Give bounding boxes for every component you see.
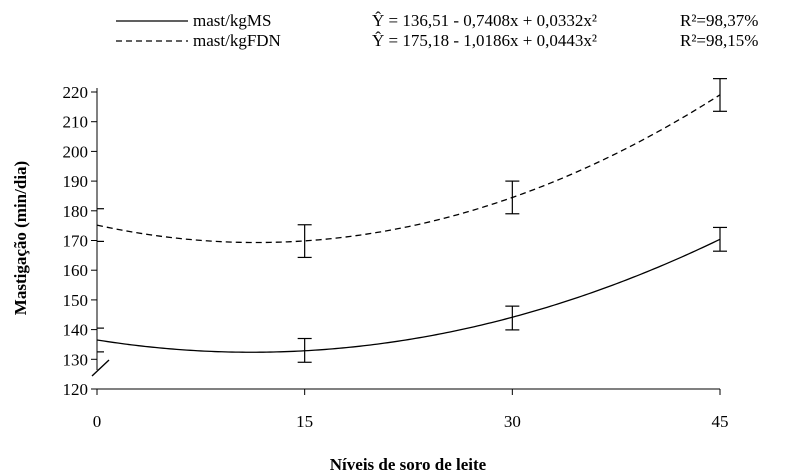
y-tick-label: 200 <box>63 142 89 161</box>
y-tick-label: 180 <box>63 202 89 221</box>
legend-label: mast/kgFDN <box>193 31 281 50</box>
series-line-mast-kgms <box>96 238 721 353</box>
y-tick-label: 210 <box>63 113 89 132</box>
error-bar <box>713 78 727 112</box>
y-tick-label: 160 <box>63 261 89 280</box>
legend: mast/kgMS Ŷ = 136,51 - 0,7408x + 0,0332x²… <box>116 11 758 50</box>
plot-area <box>96 78 727 363</box>
axes: 120 130 140 150 160 170 180 190 200 210 220 0 15 30 45 <box>63 83 729 431</box>
y-axis-break-mark <box>91 359 110 377</box>
error-bar <box>297 224 312 259</box>
error-bar <box>297 337 312 363</box>
error-bar <box>505 305 520 331</box>
x-axis-title: Níveis de soro de leite <box>330 455 487 474</box>
y-tick-label: 150 <box>63 291 89 310</box>
x-tick-label: 15 <box>296 412 313 431</box>
y-tick-label: 170 <box>63 232 89 251</box>
error-bar <box>97 327 104 353</box>
series-line-mast-kgfdn <box>96 94 721 244</box>
error-bar <box>713 226 727 252</box>
legend-label: mast/kgMS <box>193 11 271 30</box>
y-tick-label: 220 <box>63 83 89 102</box>
x-tick-label: 30 <box>504 412 521 431</box>
x-tick-label: 45 <box>712 412 729 431</box>
legend-r2: R²=98,37% <box>680 11 758 30</box>
legend-equation: Ŷ = 136,51 - 0,7408x + 0,0332x² <box>372 11 597 30</box>
error-bar <box>97 208 104 242</box>
y-tick-label: 190 <box>63 172 89 191</box>
legend-r2: R²=98,15% <box>680 31 758 50</box>
error-bar <box>505 180 520 215</box>
y-tick-label: 130 <box>63 350 89 369</box>
legend-equation: Ŷ = 175,18 - 1,0186x + 0,0443x² <box>372 31 597 50</box>
x-tick-label: 0 <box>93 412 102 431</box>
y-axis-title: Mastigação (min/dia) <box>11 161 30 315</box>
y-tick-label: 120 <box>63 380 89 399</box>
y-tick-label: 140 <box>63 321 89 340</box>
